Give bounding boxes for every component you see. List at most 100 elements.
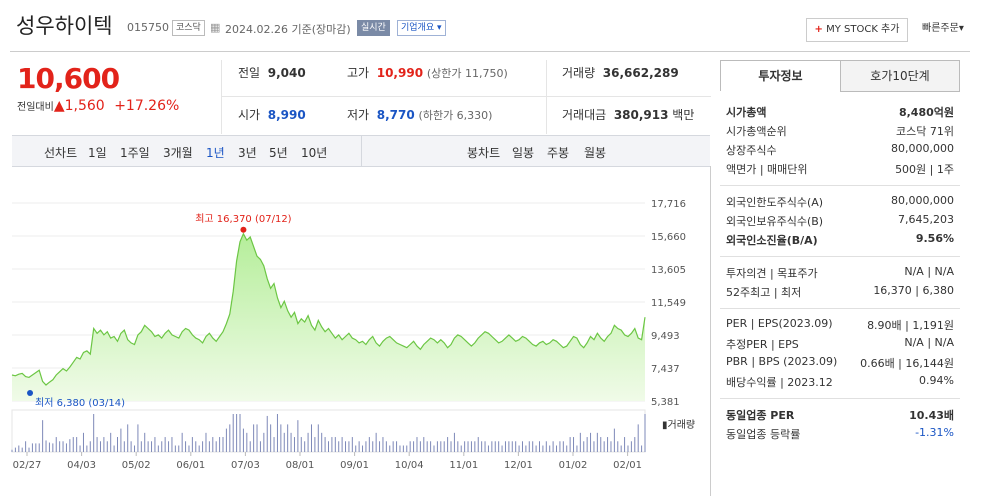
stock-name: 성우하이텍 xyxy=(16,14,113,38)
sidebar-tabs: 투자정보 호가10단계 xyxy=(720,60,960,92)
info-label: 외국인소진율(B/A) xyxy=(726,234,818,247)
current-price: 10,600 xyxy=(17,62,120,95)
info-row: PBR | BPS (2023.09) 0.66배 | 16,144원 xyxy=(726,355,954,370)
info-row: 동일업종 등락률 -1.31% xyxy=(726,426,954,442)
info-value: 500원 | 1주 xyxy=(895,163,954,176)
info-value: 80,000,000 xyxy=(891,142,954,155)
period-1y[interactable]: 1년 xyxy=(206,146,225,160)
info-value: 9.56% xyxy=(915,232,954,245)
up-triangle-icon: ▲ xyxy=(53,98,65,114)
section-divider xyxy=(720,256,960,257)
open-price: 시가 8,990 xyxy=(238,106,306,123)
y-tick-label: 9,493 xyxy=(651,331,680,342)
quick-order-label: 빠른주문 xyxy=(922,23,959,34)
price-area xyxy=(12,233,645,401)
open-label: 시가 xyxy=(238,108,261,122)
divider xyxy=(221,96,711,97)
info-label: 상장주식수 xyxy=(726,144,777,157)
info-label: PBR | BPS (2023.09) xyxy=(726,355,838,368)
info-value: 코스닥 71위 xyxy=(896,125,954,138)
date-basis: 기준(장마감) xyxy=(291,23,351,36)
change-value: 1,560 xyxy=(64,98,105,114)
info-row: PER | EPS(2023.09) 8.90배 | 1,191원 xyxy=(726,317,954,332)
period-1w[interactable]: 1주일 xyxy=(120,146,150,160)
company-info-label: 기업개요 xyxy=(401,23,435,33)
price-chart[interactable]: 17,716 15,660 13,605 11,549 9,493 7,437 5,381 최… xyxy=(0,166,712,496)
info-row: 추정PER | EPS N/A | N/A xyxy=(726,336,954,352)
high-value: 10,990 xyxy=(376,66,424,80)
prev-value: 9,040 xyxy=(267,66,306,80)
price-line xyxy=(11,232,646,386)
x-tick-label: 10/04 xyxy=(395,460,424,471)
info-row: 상장주식수 80,000,000 xyxy=(726,142,954,158)
change-pct: +17.26% xyxy=(114,98,180,114)
period-5y[interactable]: 5년 xyxy=(269,146,288,160)
quote-date: 2024.02.26 기준(장마감) xyxy=(225,21,351,37)
calendar-icon: ▦ xyxy=(210,21,221,34)
volume-label: 거래량 xyxy=(562,66,596,80)
candle-weekly[interactable]: 주봉 xyxy=(547,146,570,160)
mystock-button[interactable]: + MY STOCK 추가 xyxy=(806,18,908,42)
section-divider xyxy=(720,398,960,399)
info-value: N/A | N/A xyxy=(904,336,954,349)
info-label: 투자의견 | 목표주가 xyxy=(726,267,818,280)
market-tag: 코스닥 xyxy=(172,20,205,36)
tab-order-book[interactable]: 호가10단계 xyxy=(840,60,960,92)
period-3y[interactable]: 3년 xyxy=(238,146,257,160)
prev-label: 전일 xyxy=(238,66,261,80)
period-1d[interactable]: 1일 xyxy=(88,146,107,160)
header-divider xyxy=(10,51,970,52)
quick-order-button[interactable]: 빠른주문▾ xyxy=(922,18,972,40)
divider xyxy=(546,60,547,134)
prev-close: 전일 9,040 xyxy=(238,64,306,81)
y-tick-label: 15,660 xyxy=(651,232,686,243)
high-marker xyxy=(240,226,247,233)
info-label: 시가총액 xyxy=(726,106,767,119)
info-label: 액면가 | 매매단위 xyxy=(726,163,808,176)
info-value: 8.90배 | 1,191원 xyxy=(867,319,954,332)
info-row: 외국인보유주식수(B) 7,645,203 xyxy=(726,213,954,229)
x-tick-label: 08/01 xyxy=(286,460,315,471)
info-value: -1.31% xyxy=(915,426,954,439)
date-value: 2024.02.26 xyxy=(225,23,288,36)
candle-daily[interactable]: 일봉 xyxy=(512,146,535,160)
low-label: 저가 xyxy=(347,108,370,122)
low-value: 8,770 xyxy=(376,108,415,122)
info-row: 외국인한도주식수(A) 80,000,000 xyxy=(726,194,954,210)
candle-chart-label: 봉차트 xyxy=(467,146,501,160)
info-row: 배당수익률 | 2023.12 0.94% xyxy=(726,374,954,390)
info-label: 시가총액순위 xyxy=(726,125,787,138)
info-label: 외국인한도주식수(A) xyxy=(726,196,824,209)
amount-value: 380,913 xyxy=(613,108,669,122)
info-label: 추정PER | EPS xyxy=(726,338,799,351)
chevron-down-icon: ▾ xyxy=(958,23,964,34)
tab-invest-info[interactable]: 투자정보 xyxy=(720,60,841,91)
change-label: 전일대비 xyxy=(17,102,54,113)
volume-value: 36,662,289 xyxy=(602,66,679,80)
info-row: 액면가 | 매매단위 500원 | 1주 xyxy=(726,161,954,177)
y-tick-label: 13,605 xyxy=(651,265,686,276)
company-info-button[interactable]: 기업개요 ▾ xyxy=(397,20,446,36)
info-value: 8,480억원 xyxy=(898,106,954,119)
stock-code: 015750 xyxy=(127,21,169,34)
x-tick-label: 09/01 xyxy=(340,460,369,471)
info-row: 시가총액 8,480억원 xyxy=(726,104,954,120)
info-row: 시가총액순위 코스닥 71위 xyxy=(726,123,954,139)
info-label: 외국인보유주식수(B) xyxy=(726,215,824,228)
info-label: PER | EPS(2023.09) xyxy=(726,317,833,330)
lower-limit: (하한가 6,330) xyxy=(418,109,493,122)
x-tick-label: 02/01 xyxy=(613,460,642,471)
volume: 거래량 36,662,289 xyxy=(562,64,679,81)
x-tick-label: 01/02 xyxy=(559,460,588,471)
info-row: 동일업종 PER 10.43배 xyxy=(726,407,954,423)
candle-monthly[interactable]: 월봉 xyxy=(584,146,607,160)
period-10y[interactable]: 10년 xyxy=(301,146,328,160)
section-divider xyxy=(720,308,960,309)
low-label: 최저 6,380 (03/14) xyxy=(35,397,125,409)
x-tick-label: 05/02 xyxy=(122,460,151,471)
realtime-badge[interactable]: 실시간 xyxy=(357,20,390,36)
x-tick-label: 07/03 xyxy=(231,460,260,471)
period-3m[interactable]: 3개월 xyxy=(163,146,193,160)
info-label: 52주최고 | 최저 xyxy=(726,286,802,299)
divider xyxy=(361,136,362,166)
